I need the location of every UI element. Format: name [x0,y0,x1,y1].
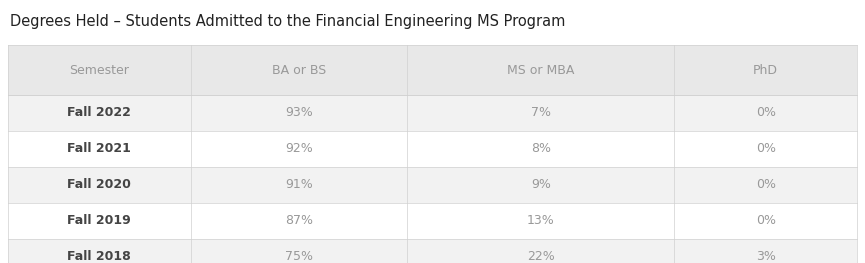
Text: 7%: 7% [531,107,551,119]
Text: 8%: 8% [531,143,551,155]
FancyBboxPatch shape [190,203,407,239]
Text: 0%: 0% [756,107,776,119]
Text: 22%: 22% [527,250,554,263]
FancyBboxPatch shape [675,45,857,95]
FancyBboxPatch shape [675,203,857,239]
FancyBboxPatch shape [675,239,857,263]
FancyBboxPatch shape [8,95,190,131]
Text: 0%: 0% [756,215,776,227]
FancyBboxPatch shape [8,45,190,95]
Text: 0%: 0% [756,179,776,191]
FancyBboxPatch shape [407,45,675,95]
FancyBboxPatch shape [407,131,675,167]
FancyBboxPatch shape [8,239,190,263]
Text: 93%: 93% [285,107,312,119]
Text: Degrees Held – Students Admitted to the Financial Engineering MS Program: Degrees Held – Students Admitted to the … [10,14,566,29]
Text: Fall 2022: Fall 2022 [67,107,131,119]
Text: 87%: 87% [285,215,313,227]
Text: 0%: 0% [756,143,776,155]
FancyBboxPatch shape [8,203,190,239]
Text: 91%: 91% [285,179,312,191]
FancyBboxPatch shape [8,167,190,203]
FancyBboxPatch shape [407,95,675,131]
Text: MS or MBA: MS or MBA [507,63,574,77]
Text: Fall 2021: Fall 2021 [67,143,131,155]
Text: PhD: PhD [753,63,778,77]
FancyBboxPatch shape [190,239,407,263]
Text: Fall 2018: Fall 2018 [67,250,131,263]
FancyBboxPatch shape [675,95,857,131]
FancyBboxPatch shape [675,167,857,203]
FancyBboxPatch shape [190,95,407,131]
FancyBboxPatch shape [190,131,407,167]
Text: 92%: 92% [285,143,312,155]
Text: BA or BS: BA or BS [272,63,326,77]
Text: 3%: 3% [756,250,776,263]
Text: 9%: 9% [531,179,551,191]
FancyBboxPatch shape [8,131,190,167]
Text: Fall 2019: Fall 2019 [67,215,131,227]
FancyBboxPatch shape [190,167,407,203]
FancyBboxPatch shape [407,203,675,239]
FancyBboxPatch shape [407,167,675,203]
Text: 13%: 13% [527,215,554,227]
Text: Fall 2020: Fall 2020 [67,179,131,191]
Text: Semester: Semester [69,63,129,77]
FancyBboxPatch shape [675,131,857,167]
Text: 75%: 75% [285,250,313,263]
FancyBboxPatch shape [190,45,407,95]
FancyBboxPatch shape [407,239,675,263]
